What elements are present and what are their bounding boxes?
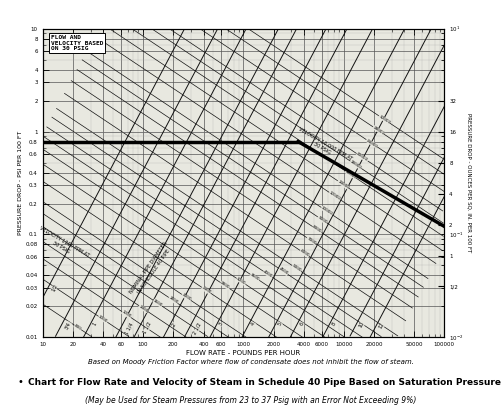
Y-axis label: PRESSURE DROP - OUNCES PER SQ. IN. PER 100 FT: PRESSURE DROP - OUNCES PER SQ. IN. PER 1…: [465, 113, 470, 253]
Text: 24000: 24000: [365, 138, 378, 148]
Text: 6: 6: [298, 321, 304, 326]
Text: 3: 3: [217, 322, 223, 327]
Text: 1400: 1400: [138, 304, 148, 313]
X-axis label: FLOW RATE - POUNDS PER HOUR: FLOW RATE - POUNDS PER HOUR: [186, 350, 300, 356]
Text: VELOCITY 10,000 FPM AT
30 PSIG: VELOCITY 10,000 FPM AT 30 PSIG: [294, 126, 352, 166]
Text: 6000: 6000: [299, 249, 310, 258]
Text: 8000: 8000: [311, 225, 322, 234]
Text: 2: 2: [171, 322, 177, 327]
Text: 9000: 9000: [316, 215, 327, 225]
Text: VELOCITY 1000 FPM AT
30 PSIG: VELOCITY 1000 FPM AT 30 PSIG: [36, 226, 90, 264]
Text: 1200: 1200: [121, 310, 131, 319]
Text: 8: 8: [330, 322, 336, 327]
Text: 10000: 10000: [320, 206, 333, 216]
Text: 20000: 20000: [355, 152, 368, 162]
Text: 2 1/2: 2 1/2: [192, 322, 202, 335]
Text: 5: 5: [277, 321, 282, 327]
Text: 2400: 2400: [200, 286, 211, 295]
Text: 7000: 7000: [305, 236, 316, 245]
Text: Chart for Flow Rate and Velocity of Steam in Schedule 40 Pipe Based on Saturatio: Chart for Flow Rate and Velocity of Stea…: [28, 378, 501, 387]
Text: 1000: 1000: [97, 315, 108, 324]
Text: 800: 800: [73, 324, 82, 331]
Text: •: •: [18, 378, 24, 387]
Text: 3/4: 3/4: [64, 321, 72, 330]
Text: 1: 1: [92, 321, 98, 327]
Text: 4: 4: [250, 321, 256, 326]
Text: 14000: 14000: [336, 179, 349, 190]
Text: 1 1/2: 1 1/2: [142, 321, 152, 335]
Text: FLOW AND
VELOCITY BASED
ON 30 PSIG: FLOW AND VELOCITY BASED ON 30 PSIG: [51, 35, 103, 52]
Text: 1 1/4: 1 1/4: [124, 322, 134, 335]
Text: 4500: 4500: [278, 267, 288, 276]
Text: 3200: 3200: [235, 277, 246, 286]
Text: 5000: 5000: [291, 264, 302, 273]
Text: 18000: 18000: [349, 160, 362, 170]
Text: 10: 10: [357, 321, 365, 328]
Text: 1600: 1600: [152, 299, 163, 308]
Text: 12000: 12000: [328, 191, 341, 201]
Text: 2000: 2000: [180, 293, 191, 302]
Text: 2800: 2800: [219, 281, 230, 290]
Text: NOMINAL PIPE DIAMETER
IN SCHEDULE 40 PIPE: NOMINAL PIPE DIAMETER IN SCHEDULE 40 PIP…: [129, 241, 173, 298]
Text: 12: 12: [378, 321, 385, 330]
Y-axis label: PRESSURE DROP - PSI PER 100 FT: PRESSURE DROP - PSI PER 100 FT: [18, 131, 23, 235]
Text: 4000: 4000: [262, 270, 273, 279]
Text: 1800: 1800: [167, 296, 178, 305]
Text: 3600: 3600: [249, 273, 260, 282]
Text: 16000: 16000: [344, 169, 357, 180]
Text: (May be Used for Steam Pressures from 23 to 37 Psig with an Error Not Exceeding : (May be Used for Steam Pressures from 23…: [85, 396, 416, 405]
Text: 32000: 32000: [377, 114, 390, 125]
Text: Based on Moody Friction Factor where flow of condensate does not inhibit the flo: Based on Moody Friction Factor where flo…: [88, 359, 413, 365]
Text: 1/2: 1/2: [51, 283, 59, 292]
Text: 28000: 28000: [371, 125, 384, 136]
